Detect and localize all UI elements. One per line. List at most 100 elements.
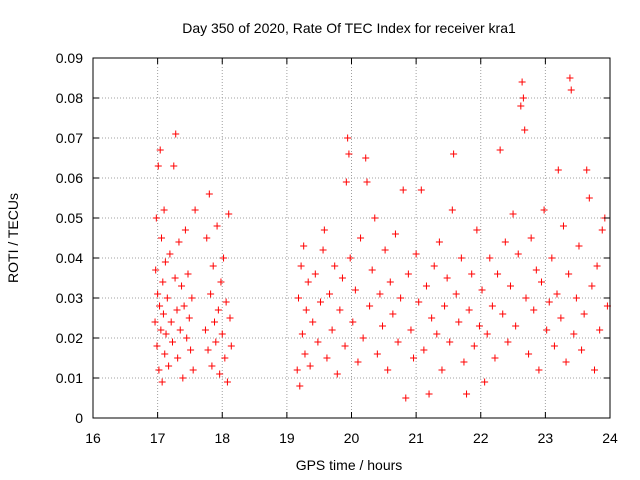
x-tick-label: 20 [344, 430, 360, 446]
data-point-marker [345, 150, 353, 158]
data-point-marker [535, 366, 543, 374]
data-point-marker [428, 314, 436, 322]
data-point-marker [501, 238, 509, 246]
data-point-marker [319, 246, 327, 254]
data-point-marker [304, 278, 312, 286]
data-point-marker [223, 378, 231, 386]
data-point-marker [585, 194, 593, 202]
data-point-marker [225, 210, 233, 218]
data-point-marker [499, 310, 507, 318]
data-point-marker [163, 294, 171, 302]
data-point-marker [157, 326, 165, 334]
data-point-marker [214, 306, 222, 314]
data-point-marker [473, 226, 481, 234]
data-point-marker [180, 302, 188, 310]
data-point-marker [391, 230, 399, 238]
x-tick-label: 18 [214, 430, 230, 446]
data-point-marker [341, 342, 349, 350]
y-tick-label: 0.05 [56, 210, 83, 226]
data-point-marker [331, 262, 339, 270]
data-point-marker [357, 234, 365, 242]
x-tick-label: 21 [408, 430, 424, 446]
data-point-marker [296, 382, 304, 390]
data-point-marker [545, 298, 553, 306]
data-point-marker [394, 338, 402, 346]
y-tick-label: 0.06 [56, 170, 83, 186]
data-point-marker [465, 306, 473, 314]
data-point-marker [359, 334, 367, 342]
data-point-marker [557, 314, 565, 322]
data-point-marker [298, 330, 306, 338]
data-point-marker [486, 254, 494, 262]
data-point-marker [532, 266, 540, 274]
data-point-marker [488, 302, 496, 310]
data-point-marker [417, 186, 425, 194]
data-point-marker [376, 290, 384, 298]
data-point-marker [226, 314, 234, 322]
x-tick-label: 23 [538, 430, 554, 446]
data-point-marker [349, 318, 357, 326]
data-point-marker [438, 366, 446, 374]
data-point-marker [470, 342, 478, 350]
data-point-marker [151, 318, 159, 326]
data-point-marker [217, 278, 225, 286]
data-point-marker [562, 358, 570, 366]
data-point-marker [494, 270, 502, 278]
data-point-marker [201, 326, 209, 334]
data-point-marker [509, 210, 517, 218]
data-point-marker [366, 302, 374, 310]
data-point-marker [441, 302, 449, 310]
data-point-marker [450, 150, 458, 158]
data-point-marker [222, 298, 230, 306]
data-point-marker [362, 154, 370, 162]
data-point-marker [567, 86, 575, 94]
x-tick-label: 19 [279, 430, 295, 446]
data-point-marker [425, 390, 433, 398]
data-point-marker [161, 258, 169, 266]
data-point-marker [598, 226, 606, 234]
grid-lines [93, 58, 610, 418]
data-point-marker [373, 350, 381, 358]
data-point-marker [167, 318, 175, 326]
data-point-marker [368, 266, 376, 274]
data-point-marker [543, 326, 551, 334]
data-point-marker [208, 362, 216, 370]
data-point-marker [530, 306, 538, 314]
data-point-marker [166, 250, 174, 258]
data-point-marker [522, 294, 530, 302]
data-point-marker [537, 278, 545, 286]
x-tick-label: 16 [85, 430, 101, 446]
data-point-marker [326, 290, 334, 298]
data-point-marker [170, 162, 178, 170]
data-point-marker [363, 178, 371, 186]
data-point-marker [333, 370, 341, 378]
data-point-marker [160, 206, 168, 214]
data-point-marker [158, 234, 166, 242]
data-point-marker [159, 310, 167, 318]
data-point-marker [463, 390, 471, 398]
data-point-marker [583, 166, 591, 174]
data-point-marker [593, 262, 601, 270]
data-point-marker [575, 242, 583, 250]
data-point-marker [171, 274, 179, 282]
data-point-marker [386, 278, 394, 286]
data-point-marker [483, 330, 491, 338]
data-point-marker [191, 206, 199, 214]
data-point-marker [506, 282, 514, 290]
data-point-marker [309, 318, 317, 326]
data-point-marker [336, 306, 344, 314]
data-point-marker [384, 366, 392, 374]
data-point-marker [185, 314, 193, 322]
data-point-marker [168, 338, 176, 346]
data-point-marker [412, 250, 420, 258]
data-point-marker [210, 318, 218, 326]
data-point-marker [346, 254, 354, 262]
data-point-marker [468, 270, 476, 278]
data-point-marker [402, 394, 410, 402]
y-axis-label: ROTI / TECUs [5, 193, 21, 283]
data-point-marker [548, 254, 556, 262]
data-point-marker [553, 290, 561, 298]
data-point-marker [415, 298, 423, 306]
data-point-marker [481, 378, 489, 386]
data-point-marker [578, 346, 586, 354]
